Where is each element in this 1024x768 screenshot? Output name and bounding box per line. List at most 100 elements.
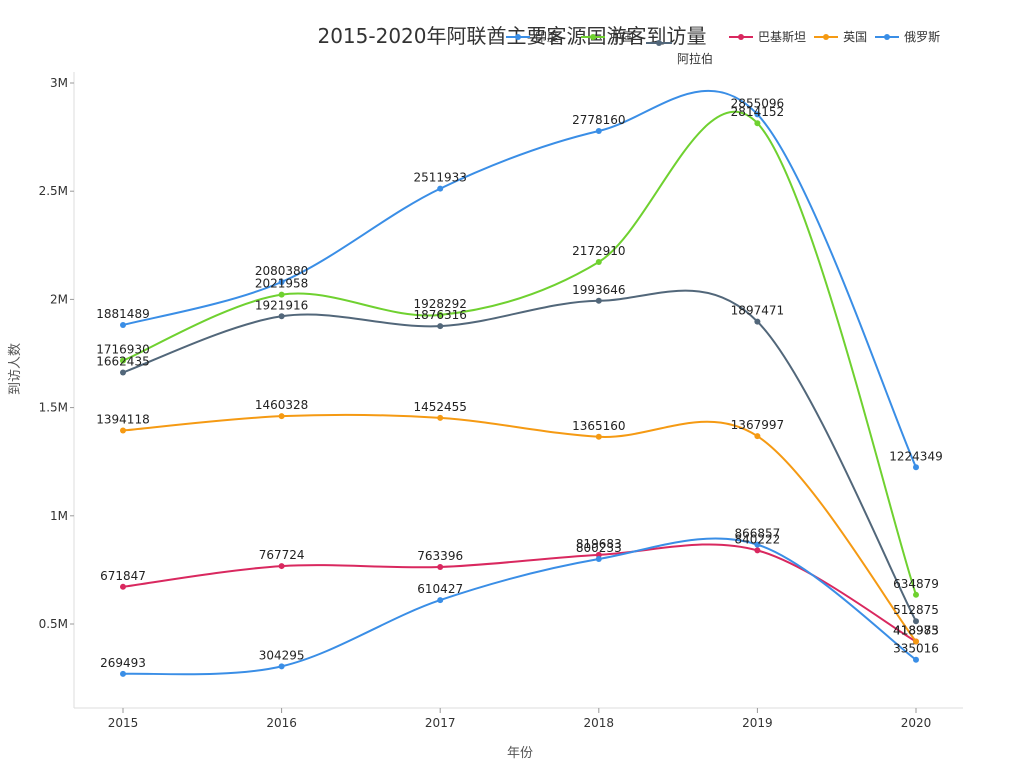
data-value-label: 2814152 (731, 105, 784, 119)
data-point[interactable] (278, 413, 285, 420)
series-line (122, 537, 917, 676)
data-value-label: 304295 (259, 648, 305, 662)
data-point[interactable] (437, 597, 444, 604)
data-value-label: 2080380 (255, 264, 308, 278)
y-axis-label: 到访人数 (8, 342, 23, 395)
x-tick-label: 2020 (901, 716, 932, 730)
y-tick-label: 0.5M (39, 617, 68, 631)
data-point[interactable] (437, 323, 444, 330)
data-value-label: 418985 (893, 624, 939, 638)
x-axis-label: 年份 (506, 746, 533, 761)
data-value-label: 767724 (259, 548, 305, 562)
series-line (122, 289, 917, 622)
legend-label: 俄罗斯 (904, 30, 941, 44)
series-points (120, 111, 919, 677)
legend-label: 沙特 阿拉伯 (677, 52, 714, 66)
data-value-label: 1716930 (96, 343, 149, 357)
data-value-label: 1928292 (413, 297, 466, 311)
data-value-label: 763396 (417, 549, 463, 563)
data-value-label: 1876316 (413, 308, 466, 322)
legend-item-uk[interactable]: 英国 (814, 29, 867, 45)
data-value-label: 512875 (893, 603, 939, 617)
legend-item-india[interactable]: 印度 (506, 29, 559, 45)
x-tick-label: 2018 (584, 716, 615, 730)
data-value-label: 1460328 (255, 398, 308, 412)
data-point[interactable] (120, 357, 126, 364)
data-point[interactable] (437, 311, 444, 318)
legend-item-china[interactable]: 中国 (581, 29, 634, 45)
data-point[interactable] (595, 258, 602, 265)
legend-marker-icon (875, 29, 900, 43)
data-point[interactable] (278, 663, 285, 670)
data-value-label: 866857 (734, 527, 780, 541)
legend-label: 英国 (843, 30, 868, 44)
y-tick-label: 2M (50, 292, 68, 306)
data-point[interactable] (437, 414, 444, 421)
x-tick-label: 2015 (108, 716, 139, 730)
legend-marker-icon (581, 29, 606, 43)
data-point[interactable] (595, 551, 602, 558)
data-point[interactable] (120, 427, 126, 434)
data-point[interactable] (913, 618, 919, 625)
data-point[interactable] (913, 638, 919, 645)
data-point[interactable] (278, 563, 285, 570)
data-point[interactable] (437, 185, 444, 192)
legend-item-saudi-arabia[interactable]: 沙特 阿拉伯 (646, 35, 713, 67)
data-point[interactable] (754, 318, 761, 325)
data-value-label: 634879 (893, 577, 939, 591)
data-point[interactable] (120, 322, 126, 329)
data-point[interactable] (278, 291, 285, 298)
data-point[interactable] (595, 297, 602, 304)
legend-item-russia[interactable]: 俄罗斯 (875, 29, 940, 45)
legend-marker-icon (506, 29, 530, 43)
data-point[interactable] (595, 556, 602, 563)
legend-label: 中国 (610, 30, 635, 44)
data-point[interactable] (754, 433, 761, 440)
data-point[interactable] (278, 313, 285, 320)
data-point[interactable] (120, 583, 126, 590)
data-point[interactable] (913, 591, 919, 598)
x-tick-label: 2017 (425, 716, 456, 730)
data-value-label: 2172910 (572, 244, 625, 258)
data-value-label: 1921916 (255, 298, 308, 312)
data-value-label: 1224349 (889, 449, 942, 463)
data-point[interactable] (754, 541, 761, 548)
y-tick-label: 3M (50, 76, 68, 90)
data-point[interactable] (278, 279, 285, 286)
data-value-label: 671847 (100, 569, 146, 583)
series-line (122, 111, 917, 596)
data-value-label: 1394118 (96, 413, 149, 427)
data-point[interactable] (595, 433, 602, 440)
legend: 印度 中国 沙特 阿拉伯 巴基斯坦 英国 俄罗斯 (506, 29, 948, 67)
data-value-label: 819683 (576, 537, 622, 551)
data-point[interactable] (913, 464, 919, 471)
series-lines (122, 90, 917, 676)
data-value-label: 2021958 (255, 277, 308, 291)
legend-item-pakistan[interactable]: 巴基斯坦 (729, 29, 806, 45)
data-value-label: 335016 (893, 642, 939, 656)
data-point[interactable] (120, 670, 126, 677)
data-value-label: 840222 (734, 532, 780, 546)
data-point[interactable] (754, 547, 761, 554)
data-value-label: 1897471 (731, 304, 784, 318)
legend-marker-icon (814, 29, 839, 43)
series-line (122, 90, 917, 468)
data-value-label: 2778160 (572, 113, 625, 127)
data-value-label: 1365160 (572, 419, 625, 433)
data-value-label: 1662435 (96, 354, 149, 368)
legend-label: 巴基斯坦 (758, 30, 807, 44)
legend-marker-icon (646, 35, 673, 49)
data-point[interactable] (754, 111, 761, 118)
data-point[interactable] (120, 369, 126, 376)
data-point[interactable] (437, 564, 444, 571)
data-value-label: 269493 (100, 656, 146, 670)
data-point[interactable] (595, 128, 602, 135)
y-tick-label: 2.5M (39, 184, 68, 198)
x-tick-label: 2019 (742, 716, 773, 730)
legend-marker-icon (729, 29, 754, 43)
data-point[interactable] (913, 656, 919, 663)
series-line (122, 543, 917, 643)
data-point[interactable] (754, 120, 761, 127)
data-labels: 1881489 2080380 2511933 2778160 2855096 12243… (96, 96, 942, 670)
